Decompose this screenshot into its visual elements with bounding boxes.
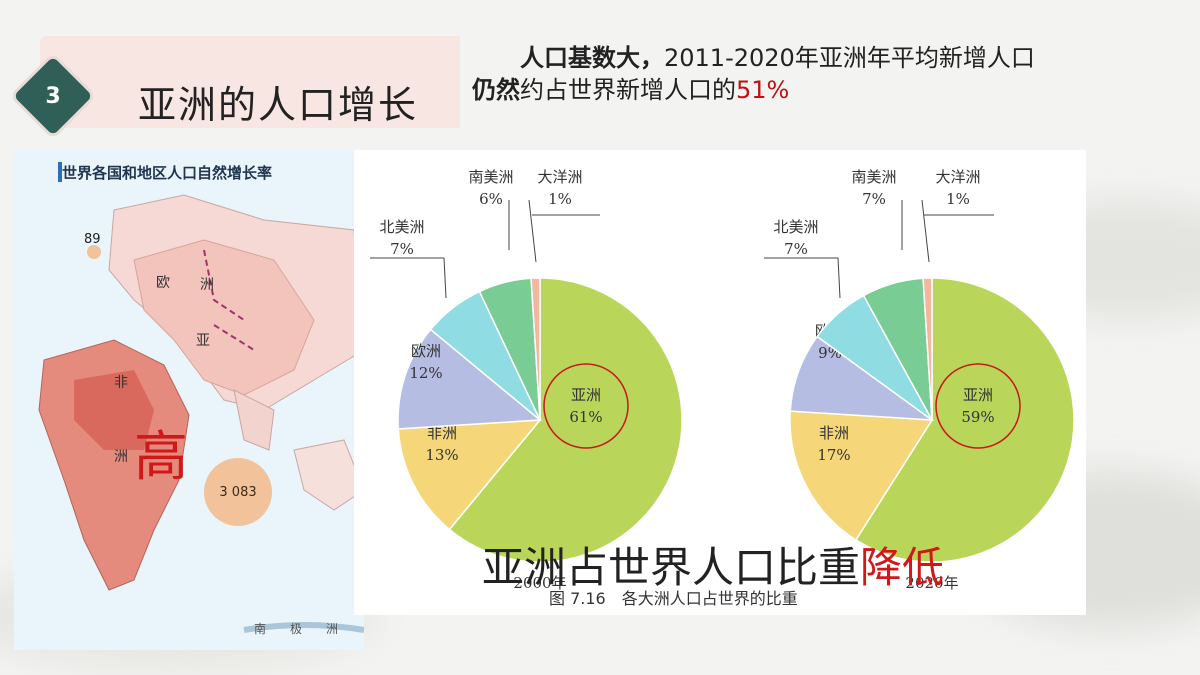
map-label-asia-ya: 亚 xyxy=(196,333,210,349)
overlay-statement: 亚洲占世界人口比重降低 xyxy=(482,534,944,595)
slice-value-0-1: 13% xyxy=(425,446,458,464)
slice-name-1-1: 非洲 xyxy=(819,424,849,442)
intro-line1-bold: 人口基数大， xyxy=(520,44,664,72)
slice-name-0-2: 欧洲 xyxy=(411,342,441,360)
slice-value-0-2: 12% xyxy=(409,364,442,382)
pie-slice-1-2 xyxy=(789,335,935,421)
leader-line-0-3 xyxy=(528,199,537,263)
world-map-panel: 世界各国和地区人口自然增长率 89 欧 洲 亚 非 洲 南 极 洲 高 3 08… xyxy=(14,150,364,650)
overlay-main: 亚洲占世界人口比重 xyxy=(482,543,861,592)
asia-highlight-circle-0 xyxy=(543,363,629,449)
map-label-africa-zhou: 洲 xyxy=(114,449,128,465)
slice-name-1-5: 大洋洲 xyxy=(935,168,980,186)
pie-slice-1-5 xyxy=(922,277,933,421)
value-label-89: 89 xyxy=(84,232,101,247)
intro-line2-percent: 51% xyxy=(736,76,790,105)
slice-value-1-5: 1% xyxy=(946,190,970,208)
section-title: 亚洲的人口增长 xyxy=(138,83,419,127)
slice-value-0-5: 1% xyxy=(548,190,572,208)
slice-value-0-3: 7% xyxy=(390,240,414,258)
pie-slice-0-2 xyxy=(397,328,542,430)
figure-caption: 图 7.16 各大洲人口占世界的比重 xyxy=(549,589,798,608)
section-number: 3 xyxy=(45,83,61,109)
pie-year-1: 2020年 xyxy=(905,574,958,592)
slice-value-0-4: 6% xyxy=(479,190,503,208)
map-title: 世界各国和地区人口自然增长率 xyxy=(62,164,273,182)
intro-line1-rest: 2011-2020年亚洲年平均新增人口 xyxy=(664,44,1035,72)
map-label-antarctica: 南 极 洲 xyxy=(254,622,339,636)
slice-value-1-3: 7% xyxy=(784,240,808,258)
pie-slice-1-1 xyxy=(789,410,934,541)
pie-charts-svg: 亚洲 61% 非洲 13% 欧洲 12% 北美洲 7% 南美洲 6% 大洋洲 1% 2000年 亚洲 59%… xyxy=(370,168,1075,592)
slice-name-0-3: 北美洲 xyxy=(379,218,424,236)
slice-name-1-0: 亚洲 xyxy=(963,386,993,404)
pie-slice-1-0 xyxy=(854,277,1075,563)
pie-charts-panel: 亚洲 61% 非洲 13% 欧洲 12% 北美洲 7% 南美洲 6% 大洋洲 1% 2000年 亚洲 59%… xyxy=(354,150,1086,615)
slice-name-0-5: 大洋洲 xyxy=(537,168,582,186)
pie-slice-0-1 xyxy=(397,419,542,531)
slice-value-0-0: 61% xyxy=(569,408,602,426)
slice-name-0-0: 亚洲 xyxy=(571,386,601,404)
slice-name-1-4: 南美洲 xyxy=(851,168,896,186)
map-label-africa-fei: 非 xyxy=(114,375,128,391)
leader-line-1-3 xyxy=(921,199,930,263)
value-bubble-3083: 3 083 xyxy=(204,458,272,526)
map-title-bar xyxy=(58,162,62,182)
intro-line2-rest: 约占世界新增人口的 xyxy=(520,76,736,105)
slice-name-0-4: 南美洲 xyxy=(468,168,513,186)
slice-value-1-0: 59% xyxy=(961,408,994,426)
leader-line-1-1 xyxy=(837,257,841,299)
asia-highlight-circle-1 xyxy=(935,363,1021,449)
slice-name-1-3: 北美洲 xyxy=(773,218,818,236)
world-map-graphic xyxy=(14,150,364,650)
pie-year-0: 2000年 xyxy=(513,574,566,592)
pie-slice-0-0 xyxy=(448,277,683,563)
slice-value-1-1: 17% xyxy=(817,446,850,464)
leader-line-0-1 xyxy=(443,257,447,299)
map-label-europe: 欧 xyxy=(156,275,170,291)
title-band xyxy=(40,36,460,128)
intro-text: 人口基数大，2011-2020年亚洲年平均新增人口 仍然约占世界新增人口的51% xyxy=(472,42,1172,107)
slice-name-0-1: 非洲 xyxy=(427,424,457,442)
overlay-emphasis: 降低 xyxy=(860,543,945,592)
high-label: 高 xyxy=(134,425,188,488)
slice-value-1-4: 7% xyxy=(862,190,886,208)
intro-line2-bold: 仍然 xyxy=(472,76,520,105)
pie-slice-0-5 xyxy=(530,277,541,421)
map-label-asia-zhou: 洲 xyxy=(200,277,214,293)
